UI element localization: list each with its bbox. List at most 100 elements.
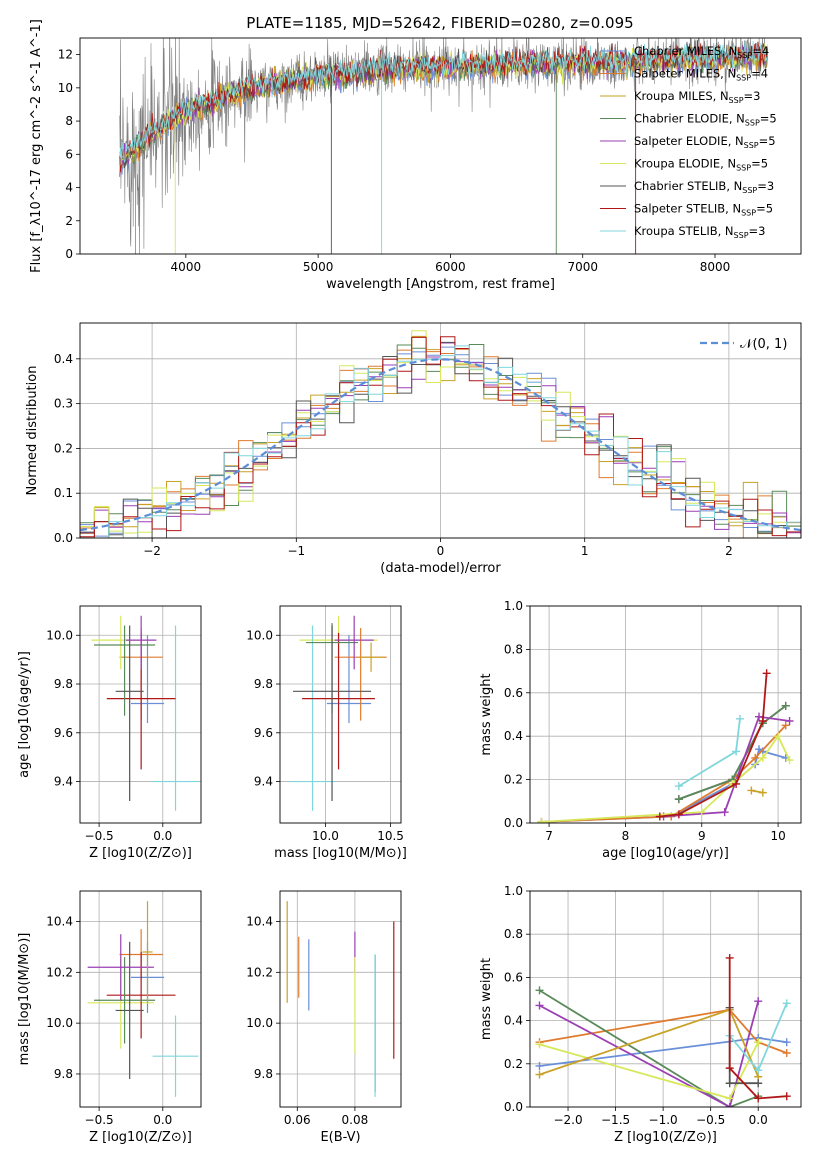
weight-point [674, 795, 683, 804]
weight-point [535, 1070, 544, 1079]
spectrum-plot-area [119, 38, 769, 254]
axes-frame [529, 890, 802, 1108]
x-axis-label: E(B-V) [320, 1130, 360, 1145]
weight-point [754, 997, 763, 1006]
weight-point [535, 1001, 544, 1010]
y-tick-label: 10.4 [46, 914, 73, 928]
y-axis-label: Normed distribution [25, 366, 40, 496]
weight-point [782, 1038, 791, 1047]
weight-point [537, 817, 546, 823]
x-tick-label: −1.5 [601, 1113, 630, 1127]
plot-layer: 4000 5000 6000 7000 8000024681012wavelength … [17, 19, 802, 1145]
x-axis-label: age [log10(age/yr)] [602, 846, 729, 861]
y-tick-label: 2 [65, 214, 73, 228]
legend-entry: Salpeter ELODIE, NSSP=5 [634, 134, 776, 150]
y-tick-label: 0.8 [504, 642, 523, 656]
legend-entry: Salpeter STELIB, NSSP=5 [634, 202, 773, 218]
x-axis-label: Z [log10(Z/Z⊙)] [614, 1130, 717, 1145]
weight-point [725, 1103, 734, 1107]
weight-point [725, 1064, 734, 1073]
spectrum-panel: 4000 5000 6000 7000 8000 0 2 4 6 8 10 12 wavelength … [29, 19, 802, 292]
weight-point [535, 986, 544, 995]
x-tick-label: 5000 [303, 260, 334, 274]
figure-title: PLATE=1185, MJD=52642, FIBERID=0280, z=0… [246, 14, 633, 32]
x-tick-label: 8000 [700, 260, 731, 274]
weight-point [754, 1066, 763, 1075]
weight-point [747, 786, 756, 795]
weight-vs-Z-panel-plot-area [535, 953, 791, 1107]
weight-point [697, 808, 706, 817]
y-tick-label: 0.2 [504, 773, 523, 787]
y-tick-label: 0.0 [54, 531, 73, 545]
y-tick-label: 1.0 [504, 884, 523, 898]
weight-line [539, 1008, 760, 1078]
y-axis-label: mass [log10(M/M⊙)] [17, 933, 32, 1066]
y-tick-label: 10.0 [46, 1016, 73, 1030]
weight-line [678, 705, 787, 800]
legend-entry: Chabrier MILES, NSSP=4 [634, 44, 769, 60]
model-spectrum-8 [119, 40, 768, 165]
x-tick-label: 7000 [567, 260, 598, 274]
weight-line [728, 958, 787, 1100]
x-tick-label: 1 [581, 544, 589, 558]
weight-line [539, 1041, 760, 1100]
weight-point [720, 808, 729, 817]
axes-frame [79, 605, 202, 824]
y-axis-label: mass weight [479, 958, 494, 1040]
normal-reference-curve [80, 358, 801, 532]
y-tick-label: 0.6 [504, 970, 523, 984]
x-tick-label: 0.0 [749, 1113, 768, 1127]
weight-line [678, 718, 741, 787]
weight-point [725, 953, 734, 962]
y-tick-label: 9.4 [254, 775, 273, 789]
y-tick-label: 10.0 [246, 628, 273, 642]
weight-line [539, 1008, 788, 1054]
x-tick-label: 2 [725, 544, 733, 558]
x-tick-label: 10.0 [312, 829, 339, 843]
y-tick-label: 9.8 [54, 1067, 73, 1081]
y-tick-label: 9.8 [254, 677, 273, 691]
weight-point [735, 714, 744, 723]
axes-frame [279, 605, 402, 824]
x-axis-label: wavelength [Angstrom, rest frame] [326, 277, 555, 292]
x-tick-label: 6000 [435, 260, 466, 274]
x-tick-label: −1.0 [649, 1113, 678, 1127]
weight-point [535, 1061, 544, 1070]
mass-vs-Z-panel: −0.5 0.0 9.8 10.0 10.2 10.4 Z [log10(Z/Z⊙)] mas… [17, 890, 202, 1145]
residuals-plot-area [80, 330, 801, 538]
weight-point [785, 717, 794, 726]
x-tick-label: 10.5 [377, 829, 404, 843]
weight-point [755, 712, 764, 721]
axes-frame [79, 890, 202, 1108]
weight-point [754, 1094, 763, 1103]
x-axis-label: mass [log10(M/M⊙)] [274, 846, 407, 861]
y-axis-label: age [log10(age/yr)] [17, 651, 32, 778]
weight-point [781, 721, 790, 730]
weight-point [751, 753, 760, 762]
x-tick-label: −0.5 [696, 1113, 725, 1127]
x-tick-label: −2 [143, 544, 161, 558]
y-tick-label: 0.0 [504, 816, 523, 830]
age-vs-Z-panel: −0.5 0.0 9.4 9.6 9.8 10.0 Z [log10(Z/Z⊙)] age [… [17, 605, 202, 861]
weight-point [758, 717, 767, 726]
legend-entry: Salpeter MILES, NSSP=4 [634, 67, 768, 83]
weight-vs-age-panel-plot-area [537, 669, 794, 823]
y-axis-label: mass weight [479, 673, 494, 755]
weight-point [774, 732, 783, 741]
x-tick-label: 9 [698, 829, 706, 843]
weight-point [754, 1079, 763, 1088]
y-tick-label: 0.3 [54, 397, 73, 411]
x-tick-label: −0.5 [85, 829, 114, 843]
x-tick-label: 0.0 [153, 829, 172, 843]
y-tick-label: 10.2 [46, 965, 73, 979]
y-tick-label: 6 [65, 147, 73, 161]
y-tick-label: 9.6 [54, 726, 73, 740]
weight-line [541, 724, 787, 823]
axes-frame [79, 37, 802, 255]
weight-point [782, 1092, 791, 1101]
weight-line [539, 989, 759, 1107]
weight-line [541, 747, 786, 823]
weight-point [535, 1040, 544, 1049]
weight-point [732, 779, 741, 788]
